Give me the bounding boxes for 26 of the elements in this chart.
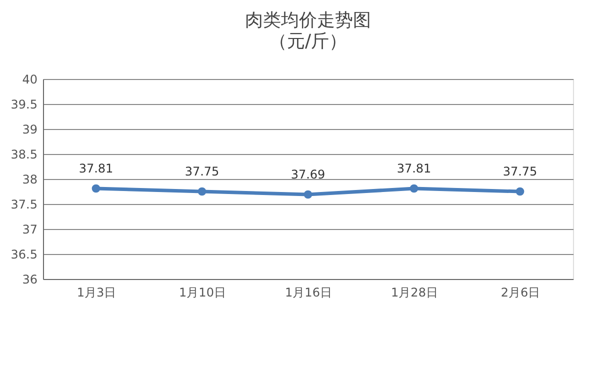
point — [198, 187, 206, 196]
data-label: 37.75 — [502, 164, 538, 178]
y-tick-label: 39.5 — [10, 98, 38, 112]
point — [304, 190, 312, 199]
point — [410, 184, 418, 193]
x-tick-label: 1月10日 — [179, 286, 226, 300]
x-tick-label: 2月6日 — [500, 286, 540, 300]
y-tick-label: 36 — [22, 272, 38, 286]
x-tick-label: 1月3日 — [76, 286, 116, 300]
data-label: 37.75 — [184, 164, 220, 178]
y-tick-label: 39 — [22, 122, 38, 136]
chart-subtitle: （元/斤） — [268, 31, 348, 52]
x-tick-label: 1月28日 — [391, 286, 438, 300]
y-tick-label: 37.5 — [10, 198, 38, 212]
data-label: 37.69 — [290, 168, 326, 182]
point — [92, 184, 100, 193]
y-tick-label: 38.5 — [10, 148, 38, 162]
x-tick-label: 1月16日 — [285, 286, 332, 300]
y-tick-label: 37 — [22, 222, 38, 236]
data-label: 37.81 — [396, 162, 432, 176]
y-tick-label: 36.5 — [10, 248, 38, 262]
data-label: 37.81 — [78, 162, 114, 176]
point — [516, 187, 524, 196]
y-tick-label: 38 — [22, 172, 38, 186]
chart-title: 肉类均价走势图 — [245, 10, 371, 31]
y-tick-label: 40 — [22, 72, 38, 86]
